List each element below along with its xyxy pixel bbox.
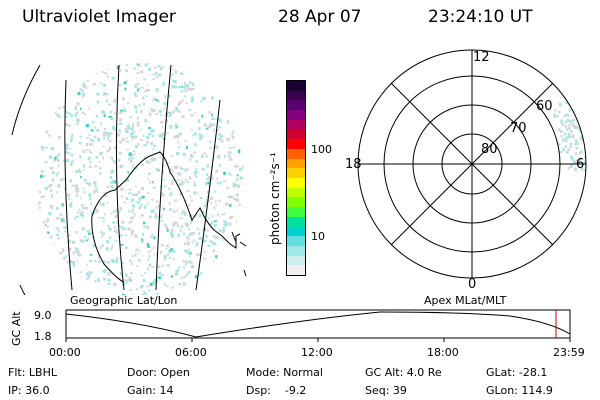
colorbar-tick-10: 10 (311, 230, 325, 243)
timeline-xtick-1200: 12:00 (301, 346, 333, 359)
colorbar-segment (287, 129, 305, 140)
colorbar-segment (287, 168, 305, 179)
info-flt: Flt: LBHL (8, 366, 57, 379)
app-title: Ultraviolet Imager (22, 7, 176, 27)
timeline-ytick-low: 1.8 (34, 330, 52, 343)
colorbar (286, 80, 306, 276)
coastline (91, 151, 247, 283)
colorbar-segment (287, 216, 305, 227)
polar-label-60: 60 (536, 99, 553, 114)
colorbar-segment (287, 139, 305, 149)
colorbar-segment (287, 197, 305, 208)
timeline-xtick-0000: 00:00 (49, 346, 81, 359)
polar-label-80: 80 (481, 142, 498, 157)
colorbar-tick-100: 100 (311, 143, 332, 156)
info-seq: Seq: 39 (365, 384, 407, 397)
info-gcalt: GC Alt: 4.0 Re (365, 366, 442, 379)
geographic-map (11, 63, 247, 295)
info-mode: Mode: Normal (246, 366, 323, 379)
timeline-frame (65, 309, 571, 339)
header-date: 28 Apr 07 (278, 7, 362, 27)
colorbar-segment (287, 81, 305, 91)
info-glat: GLat: -28.1 (486, 366, 548, 379)
polar-label-0: 0 (468, 277, 476, 292)
colorbar-segment (287, 265, 305, 275)
colorbar-segment (287, 255, 305, 266)
colorbar-segment (287, 236, 305, 246)
polar-label-12: 12 (473, 50, 490, 65)
longitude-lines (11, 64, 221, 295)
colorbar-segment (287, 207, 305, 217)
info-gain: Gain: 14 (127, 384, 174, 397)
timeline-plot (65, 309, 571, 342)
map-caption: Geographic Lat/Lon (70, 294, 178, 307)
colorbar-segment (287, 110, 305, 120)
polar-caption: Apex MLat/MLT (424, 294, 507, 307)
polar-label-70: 70 (510, 121, 527, 136)
header-time: 23:24:10 UT (428, 7, 533, 27)
colorbar-segment (287, 100, 305, 111)
polar-plot: 12 0 18 6 60 70 80 (345, 49, 587, 292)
colorbar-segment (287, 158, 305, 169)
colorbar-segment (287, 245, 305, 256)
colorbar-segment (287, 148, 305, 159)
timeline-xtick-2359: 23:59 (553, 346, 585, 359)
polar-label-6: 6 (576, 157, 584, 172)
colorbar-segment (287, 90, 305, 101)
info-glon: GLon: 114.9 (486, 384, 553, 397)
colorbar-segment (287, 178, 305, 188)
info-ip: IP: 36.0 (8, 384, 50, 397)
timeline-xtick-1800: 18:00 (427, 346, 459, 359)
timeline-ytick-high: 9.0 (34, 309, 52, 322)
colorbar-segment (287, 187, 305, 198)
altitude-curve (65, 311, 571, 338)
polar-diagonal-2 (390, 82, 554, 246)
colorbar-unit-label: photon cm⁻²s⁻¹ (268, 152, 282, 245)
timeline-xtick-0600: 06:00 (175, 346, 207, 359)
info-dsp: Dsp: -9.2 (246, 384, 307, 397)
polar-label-18: 18 (345, 157, 362, 172)
info-door: Door: Open (127, 366, 190, 379)
colorbar-segment (287, 226, 305, 237)
colorbar-segment (287, 119, 305, 130)
